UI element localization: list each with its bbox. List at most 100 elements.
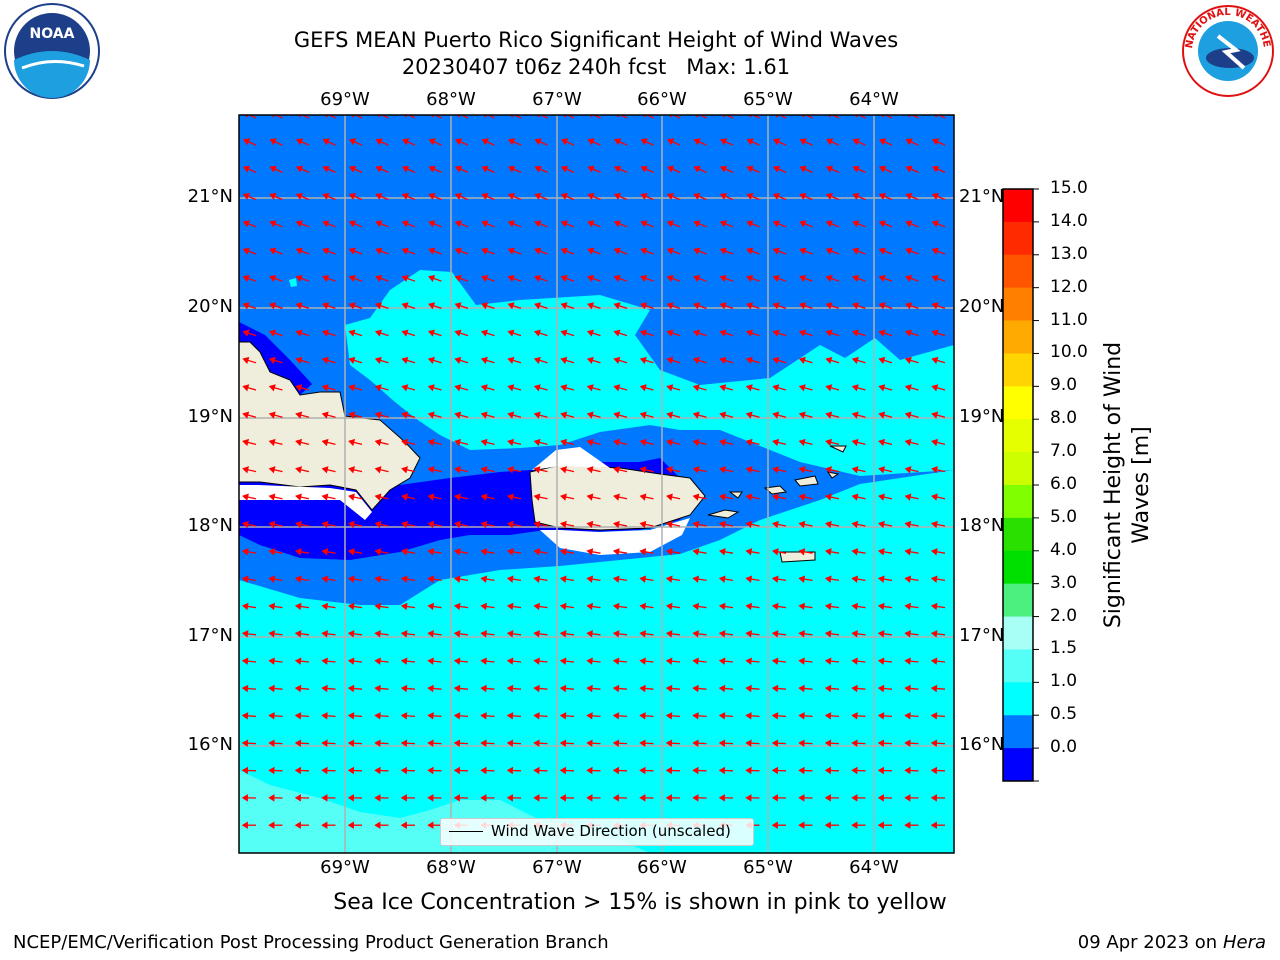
wave-arrow-head <box>746 247 754 255</box>
wave-arrow-head <box>374 602 382 611</box>
wave-arrow-head <box>586 493 594 501</box>
wave-arrow-head <box>347 684 355 693</box>
wave-arrow-head <box>640 193 648 200</box>
chart-title: GEFS MEAN Puerto Rico Significant Height… <box>293 28 899 52</box>
wave-arrow-head <box>692 493 700 501</box>
wave-arrow-head <box>242 356 250 365</box>
wave-arrow-head <box>852 220 860 228</box>
wave-arrow-head <box>904 493 912 501</box>
wave-arrow-head <box>374 329 382 337</box>
wave-arrow-head <box>268 548 276 556</box>
wave-arrow-head <box>321 794 328 802</box>
wave-arrow-head <box>931 193 940 200</box>
wave-arrow-head <box>825 356 833 365</box>
wave-arrow-head <box>427 684 434 693</box>
wave-arrow-head <box>586 329 594 337</box>
lon-label-bottom: 67°W <box>532 857 582 878</box>
wave-arrow-head <box>480 548 488 556</box>
wave-arrow-head <box>347 602 355 611</box>
wave-arrow-head <box>851 712 858 720</box>
wave-arrow-head <box>904 712 911 720</box>
wave-arrow-head <box>771 657 779 665</box>
wave-arrow-head <box>693 220 701 228</box>
wave-arrow-head <box>692 766 699 775</box>
wave-arrow-head <box>402 138 410 146</box>
wave-arrow-head <box>534 138 542 146</box>
wave-arrow-head <box>639 356 647 365</box>
wave-arrow-head <box>931 411 939 419</box>
wave-arrow-head <box>825 220 833 228</box>
colorbar-tick-label: 8.0 <box>1050 408 1078 429</box>
wave-arrow-head <box>586 411 594 419</box>
wave-arrow-head <box>375 165 383 173</box>
wave-arrow-head <box>692 739 699 747</box>
wave-arrow-head <box>613 329 621 337</box>
wave-arrow-head <box>427 520 435 529</box>
wave-arrow-head <box>428 274 436 282</box>
wave-arrow-head <box>931 274 939 282</box>
wave-arrow-head <box>692 520 700 529</box>
wave-arrow-head <box>268 657 275 665</box>
wave-arrow-head <box>374 548 382 556</box>
wave-arrow-head <box>639 466 647 474</box>
wave-arrow-head <box>507 438 515 447</box>
wave-arrow-head <box>321 438 329 447</box>
wave-arrow-head <box>586 657 593 665</box>
wave-arrow-head <box>878 411 886 419</box>
wave-arrow-head <box>905 274 913 282</box>
wave-arrow-head <box>693 247 701 255</box>
wave-arrow-head <box>931 302 939 310</box>
footer-right: 09 Apr 2023 on Hera <box>1078 932 1266 953</box>
wave-arrow-head <box>480 766 487 775</box>
wave-arrow-head <box>799 138 807 146</box>
wave-arrow-head <box>612 602 620 611</box>
colorbar-tick-label: 7.0 <box>1050 441 1078 462</box>
wave-arrow-head <box>905 302 913 310</box>
wave-arrow-head <box>480 739 487 747</box>
wave-arrow-head <box>295 220 303 228</box>
wave-arrow-head <box>612 520 620 529</box>
wave-arrow-head <box>560 165 569 173</box>
wave-arrow-head <box>269 138 277 146</box>
wave-arrow-head <box>427 329 435 337</box>
wave-arrow-head <box>507 466 514 474</box>
wave-arrow-head <box>295 384 303 392</box>
wave-arrow-head <box>560 356 568 365</box>
wave-arrow-head <box>798 630 805 638</box>
wave-arrow-head <box>665 794 673 802</box>
wave-arrow-head <box>294 548 302 556</box>
wave-arrow-head <box>507 274 515 282</box>
wave-arrow-head <box>454 329 462 337</box>
wave-arrow-head <box>242 493 249 501</box>
wave-arrow-head <box>587 274 595 282</box>
wave-arrow-head <box>824 739 832 747</box>
wave-arrow-head <box>559 602 567 611</box>
wave-arrow-head <box>878 438 886 447</box>
wave-arrow-head <box>480 794 487 802</box>
lon-label-top: 64°W <box>849 89 899 110</box>
wave-arrow-head <box>930 520 938 529</box>
wave-arrow-head <box>587 193 595 200</box>
wave-arrow-head <box>718 684 726 693</box>
chart-subtitle: 20230407 t06z 240h fcst Max: 1.61 <box>401 55 791 79</box>
wave-arrow-head <box>533 630 540 638</box>
lat-label-right: 17°N <box>959 625 1005 646</box>
wave-arrow-head <box>719 193 728 200</box>
wave-arrow-head <box>295 274 303 282</box>
wave-arrow-head <box>481 274 489 282</box>
wave-arrow-head <box>798 466 806 474</box>
wave-arrow-head <box>666 356 674 365</box>
wave-arrow-head <box>878 274 886 282</box>
wave-arrow-head <box>771 684 779 693</box>
wave-arrow-head <box>559 548 567 556</box>
wave-arrow-head <box>294 520 302 529</box>
wave-arrow-head <box>665 548 673 556</box>
wave-arrow-head <box>772 220 780 228</box>
wave-arrow-head <box>878 329 886 337</box>
wave-arrow-head <box>294 630 302 638</box>
wave-arrow-head <box>719 220 727 228</box>
wave-arrow-head <box>613 193 622 200</box>
wave-arrow-head <box>296 138 304 146</box>
colorbar-tick-label: 13.0 <box>1050 243 1088 264</box>
wave-arrow-head <box>798 766 805 775</box>
